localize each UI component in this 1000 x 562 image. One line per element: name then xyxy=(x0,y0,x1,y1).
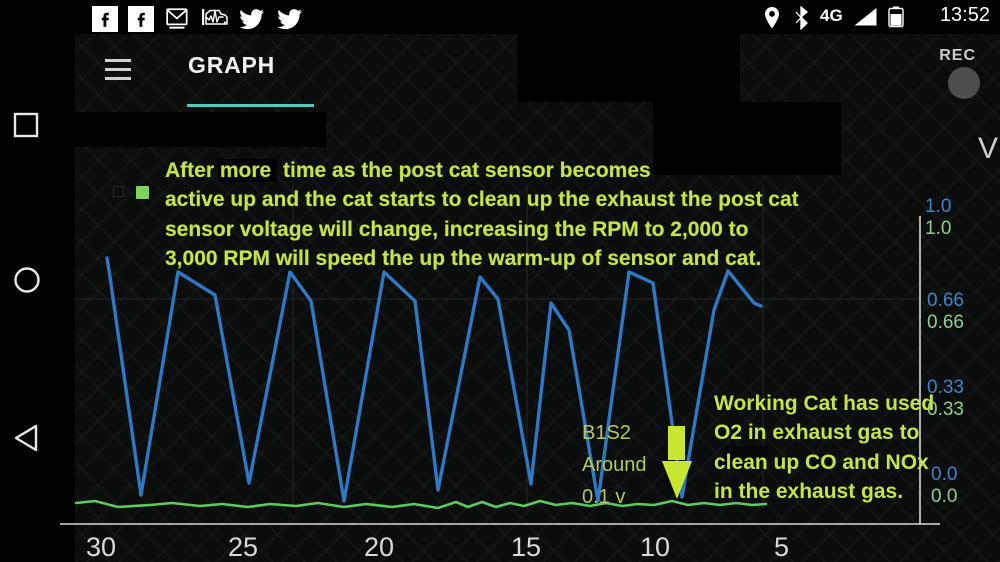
svg-text:0.66: 0.66 xyxy=(927,290,964,311)
svg-text:30: 30 xyxy=(86,532,116,562)
svg-text:10: 10 xyxy=(640,532,670,562)
svg-text:25: 25 xyxy=(228,532,258,562)
svg-text:5: 5 xyxy=(774,532,789,562)
svg-text:20: 20 xyxy=(364,532,394,562)
svg-text:0.66: 0.66 xyxy=(927,312,964,333)
svg-text:V: V xyxy=(978,132,998,165)
svg-text:15: 15 xyxy=(511,532,541,562)
